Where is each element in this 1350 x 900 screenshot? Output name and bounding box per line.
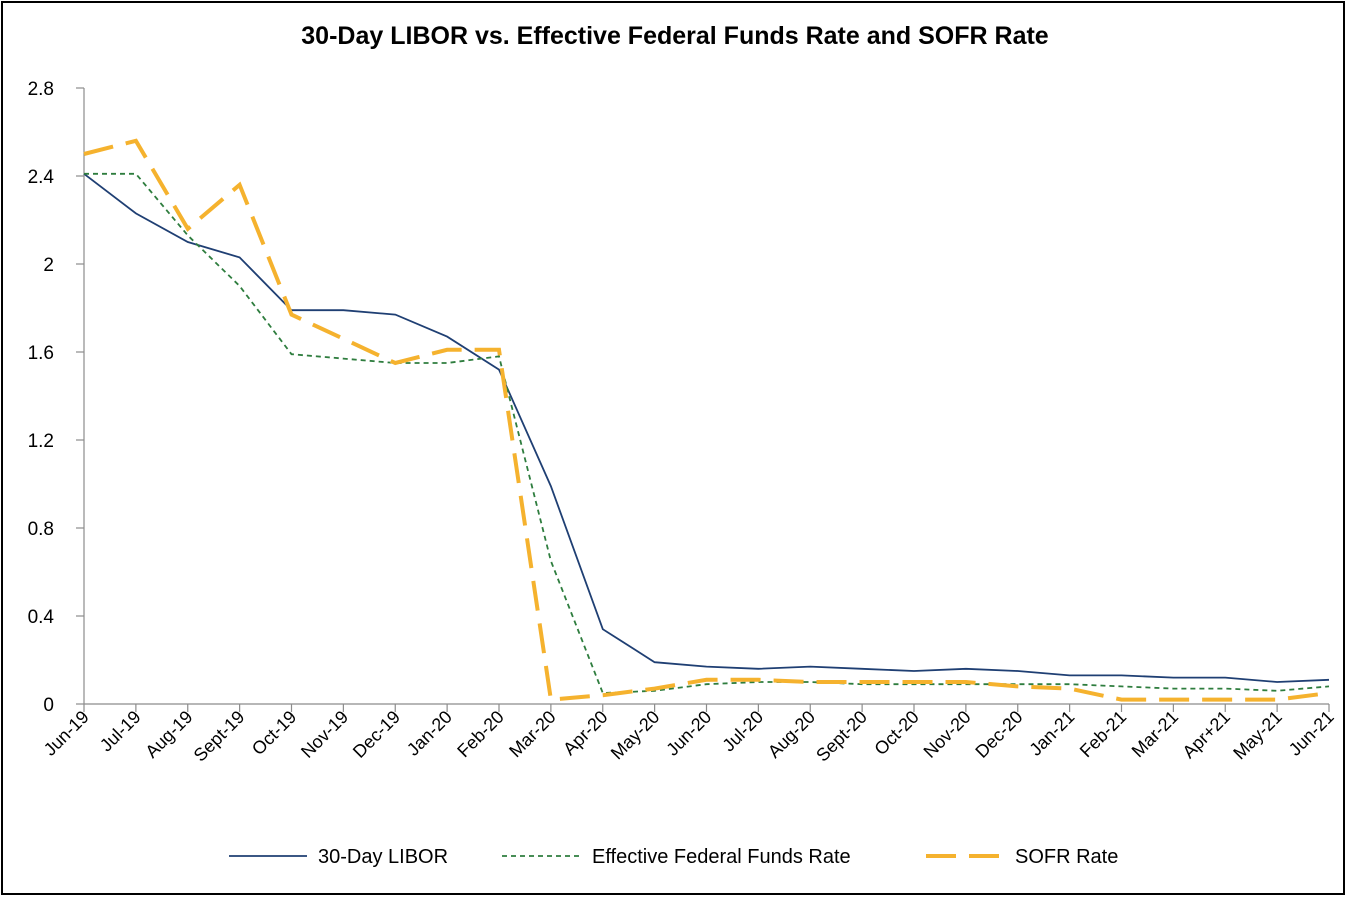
x-tick-label: Mar-21 (1128, 707, 1182, 761)
axes (83, 88, 1329, 705)
x-tick-label: Aug-20 (764, 707, 819, 762)
legend-label-2: SOFR Rate (1015, 846, 1118, 868)
x-tick-label: Jan-20 (403, 707, 456, 760)
x-tick-label: Mar-20 (505, 707, 559, 761)
x-tick-label: Oct-19 (248, 707, 300, 759)
x-tick-label: Apr+21 (1179, 707, 1235, 763)
y-tick-label: 2.4 (28, 167, 55, 188)
legend-label-1: Effective Federal Funds Rate (592, 846, 851, 868)
x-tick-label: Sept-20 (812, 707, 871, 766)
series-line-1 (84, 172, 1330, 694)
x-tick-label: Jan-21 (1025, 707, 1078, 760)
y-tick-label: 0 (43, 695, 54, 716)
x-tick-label: Aug-19 (141, 707, 196, 762)
series-layer (83, 138, 1330, 702)
y-axis-ticks: 0 0.4 0.8 1.2 1.6 2 2.4 2.8 (28, 79, 84, 716)
x-tick-label: Feb-21 (1076, 707, 1130, 761)
y-tick-label: 0.4 (28, 607, 55, 628)
x-tick-label: Dec-20 (971, 707, 1026, 762)
y-tick-label: 2 (43, 255, 54, 276)
chart-title: 30-Day LIBOR vs. Effective Federal Funds… (301, 22, 1049, 50)
y-tick-label: 0.8 (28, 519, 54, 540)
series-line-0 (83, 173, 1330, 683)
x-tick-label: Jul-19 (96, 707, 145, 756)
x-tick-label: Jun-20 (662, 707, 715, 760)
x-tick-label: Jun-21 (1285, 707, 1338, 760)
x-tick-label: Oct-20 (870, 707, 922, 759)
y-tick-label: 1.2 (28, 431, 54, 452)
y-tick-label: 1.6 (28, 343, 54, 364)
legend-label-0: 30-Day LIBOR (318, 846, 448, 868)
legend: 30-Day LIBOR Effective Federal Funds Rate… (229, 846, 1118, 868)
x-tick-label: Apr-20 (559, 707, 611, 759)
x-tick-label: Nov-19 (297, 707, 352, 762)
x-tick-label: Feb-20 (453, 707, 507, 761)
x-tick-label: Nov-20 (920, 707, 975, 762)
x-tick-label: Jul-20 (718, 707, 767, 756)
series-line-2 (83, 138, 1330, 702)
x-tick-label: May-20 (607, 707, 664, 764)
x-tick-label: May-21 (1229, 707, 1286, 764)
y-tick-label: 2.8 (28, 79, 54, 100)
x-tick-label: Dec-19 (349, 707, 404, 762)
x-tick-label: Sept-19 (190, 707, 249, 766)
